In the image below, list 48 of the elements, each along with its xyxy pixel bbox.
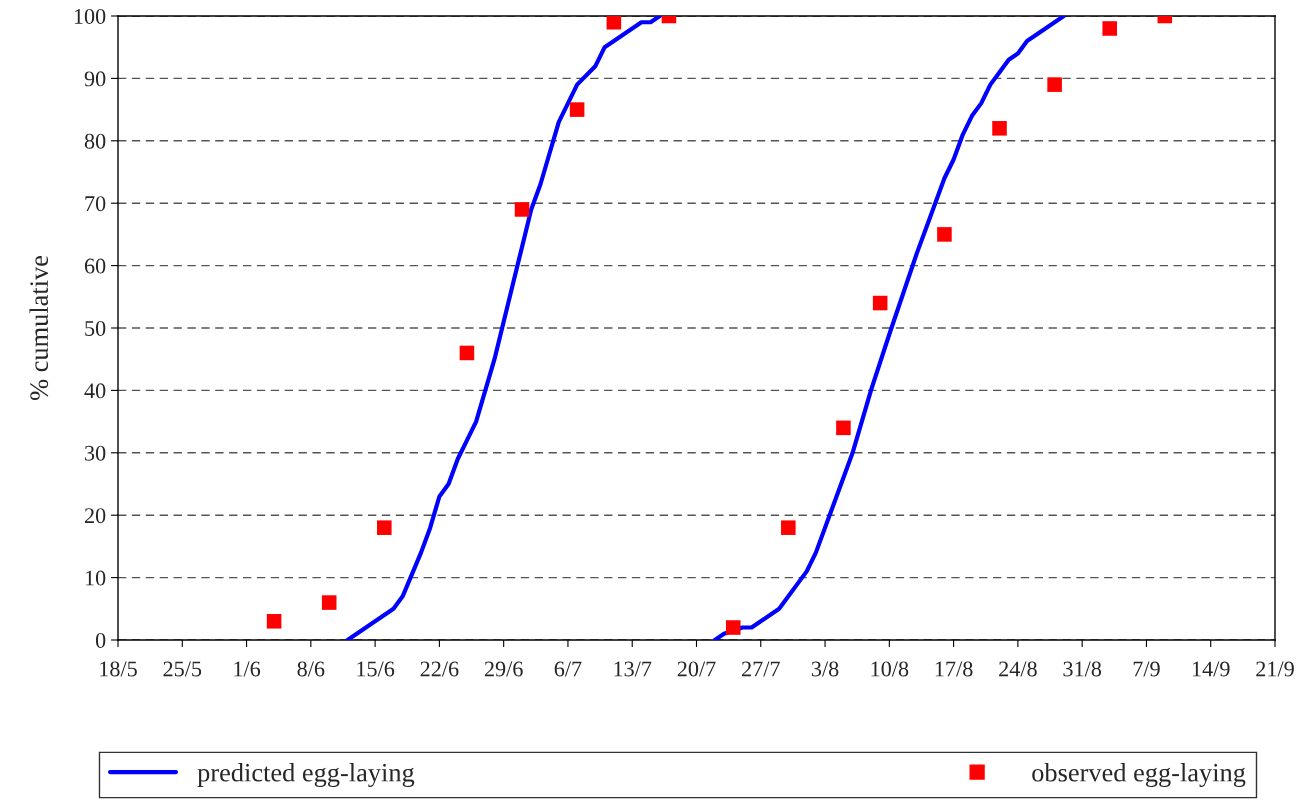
legend-label: observed egg-laying <box>1032 763 1246 788</box>
x-tick-label: 7/9 <box>1133 661 1160 677</box>
x-tick-label: 21/9 <box>1256 661 1294 677</box>
x-tick-label: 8/6 <box>297 661 325 677</box>
x-tick-label: 27/7 <box>742 661 780 677</box>
point <box>937 227 952 242</box>
point <box>569 102 585 117</box>
y-tick-label: 70 <box>85 196 106 212</box>
point <box>377 520 392 535</box>
x-tick-label: 17/8 <box>935 661 973 677</box>
x-tick-label: 29/6 <box>484 661 523 677</box>
point <box>1047 77 1062 92</box>
y-tick-label: 20 <box>84 508 106 524</box>
point <box>514 202 530 217</box>
x-tick-label: 3/8 <box>811 661 839 677</box>
x-tick-label: 20/7 <box>677 661 716 677</box>
x-tick-label: 14/9 <box>1192 661 1230 677</box>
y-tick-label: 100 <box>74 8 106 24</box>
point <box>459 345 475 361</box>
y-tick-label: 60 <box>84 258 106 274</box>
y-tick-label: 0 <box>95 632 106 648</box>
x-tick-label: 25/5 <box>163 661 202 677</box>
x-tick-label: 13/7 <box>614 661 652 677</box>
x-tick-label: 18/5 <box>100 661 137 677</box>
x-tick-label: 10/8 <box>871 661 909 677</box>
y-tick-label: 40 <box>84 383 106 399</box>
point <box>1102 21 1117 36</box>
y-tick-label: 30 <box>85 445 106 461</box>
x-tick-label: 1/6 <box>234 661 261 677</box>
x-tick-label: 15/6 <box>357 661 395 677</box>
legend-label: predicted egg-laying <box>197 763 415 788</box>
point <box>781 520 796 535</box>
point <box>725 620 741 635</box>
y-tick-label: 50 <box>85 320 106 336</box>
x-tick-label: 31/8 <box>1063 661 1102 677</box>
point <box>321 595 337 610</box>
x-tick-label: 24/8 <box>999 661 1037 677</box>
point <box>836 420 851 436</box>
x-tick-label: 22/6 <box>420 661 459 677</box>
x-tick-label: 6/7 <box>554 661 582 677</box>
point <box>872 295 888 311</box>
y-tick-label: 90 <box>84 71 106 87</box>
y-tick-label: 10 <box>85 570 106 586</box>
point <box>606 16 622 30</box>
y-axis-title: % cumulative <box>29 256 49 401</box>
point <box>266 614 282 629</box>
y-tick-label: 80 <box>84 133 106 149</box>
point <box>992 121 1007 136</box>
